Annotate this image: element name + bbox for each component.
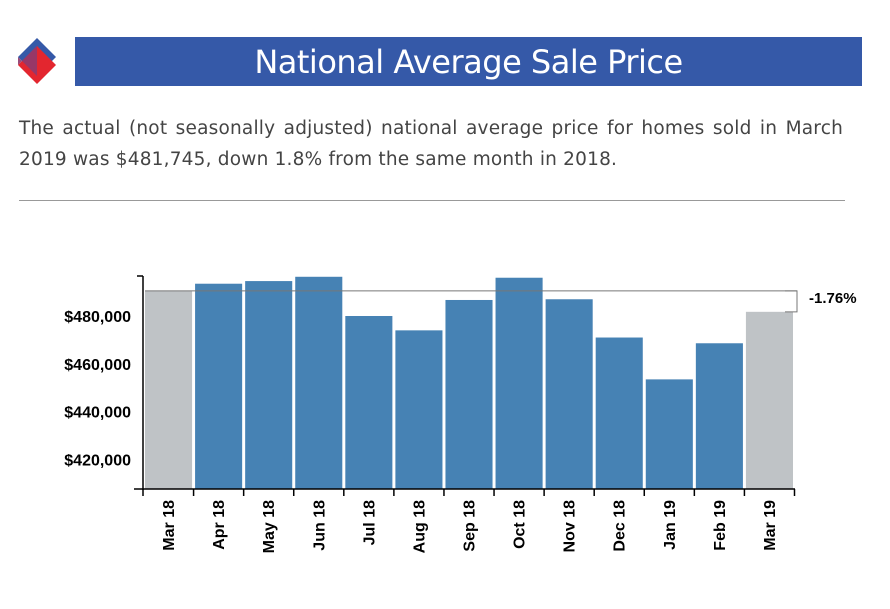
page-title: National Average Sale Price — [254, 42, 683, 81]
title-bar: National Average Sale Price — [75, 37, 862, 86]
bar-jul-18 — [345, 316, 393, 489]
y-tick-label: $440,000 — [64, 405, 131, 422]
x-tick-label: Oct 18 — [512, 500, 529, 549]
bar-dec-18 — [595, 337, 643, 489]
divider — [19, 200, 845, 201]
x-tick-label: Feb 19 — [712, 500, 729, 551]
bar-jun-18 — [295, 276, 343, 489]
x-tick-label: Jun 18 — [311, 500, 328, 551]
change-annotation: -1.76% — [809, 290, 857, 307]
y-tick-label: $420,000 — [64, 453, 131, 470]
y-tick-label: $460,000 — [64, 357, 131, 374]
bar-may-18 — [245, 281, 293, 489]
bar-nov-18 — [545, 299, 593, 489]
x-tick-label: Jul 18 — [361, 500, 378, 545]
x-tick-label: Nov 18 — [562, 500, 579, 553]
x-tick-label: Dec 18 — [612, 500, 629, 552]
x-tick-label: Jan 19 — [662, 500, 679, 550]
x-tick-label: Mar 18 — [161, 500, 178, 551]
description-text: The actual (not seasonally adjusted) nat… — [19, 118, 843, 170]
bar-apr-18 — [195, 283, 243, 489]
x-tick-label: Aug 18 — [411, 500, 428, 553]
bar-aug-18 — [395, 330, 443, 489]
bar-mar-19 — [745, 311, 793, 489]
bar-feb-19 — [695, 343, 743, 489]
y-tick-label: $480,000 — [64, 309, 131, 326]
x-tick-label: Apr 18 — [211, 500, 228, 550]
bar-oct-18 — [495, 277, 543, 489]
bar-mar-18 — [145, 290, 193, 489]
change-bracket — [785, 290, 798, 313]
x-tick-label: Mar 19 — [762, 500, 779, 551]
x-tick-label: Sep 18 — [462, 500, 479, 552]
bar-jan-19 — [645, 379, 693, 489]
x-tick-label: May 18 — [261, 500, 278, 553]
brand-logo-icon — [18, 38, 56, 86]
bar-sep-18 — [445, 299, 493, 489]
